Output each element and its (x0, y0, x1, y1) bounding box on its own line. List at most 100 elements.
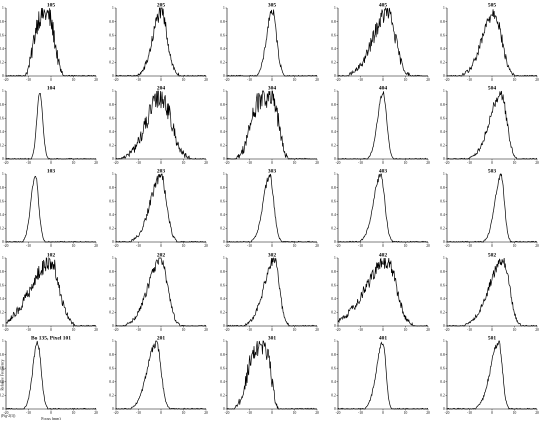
y-tick-label: 1 (443, 172, 445, 176)
histogram-curve (115, 7, 207, 77)
x-tick-label: 10 (404, 78, 408, 82)
y-tick-label: 1 (2, 172, 4, 176)
histogram-curve (226, 173, 317, 243)
y-tick-label: 0.6 (0, 33, 4, 37)
panel-title: 104 (47, 86, 56, 92)
x-tick-label: 0 (382, 161, 384, 165)
y-tick-label: 0.8 (440, 20, 445, 24)
x-tick-label: 0 (382, 244, 384, 248)
y-tick-label: 0.2 (440, 144, 445, 148)
x-tick-label: -20 (445, 328, 450, 332)
x-tick-label: -20 (4, 244, 9, 248)
panel-title: 102 (47, 253, 56, 259)
x-tick-label: 10 (404, 411, 408, 415)
x-tick-label: 0 (271, 78, 273, 82)
x-tick-label: -20 (4, 328, 9, 332)
histogram-curve (446, 90, 538, 160)
x-tick-label: -20 (114, 328, 119, 332)
panel-title: 203 (157, 169, 166, 175)
y-tick-label: 0.6 (331, 33, 336, 37)
x-tick-label: 10 (293, 161, 297, 165)
x-tick-label: 20 (204, 161, 208, 165)
x-tick-label: 20 (426, 411, 430, 415)
x-tick-label: 20 (94, 161, 98, 165)
y-tick-label: 0.6 (220, 33, 225, 37)
y-tick-label: 0.8 (440, 186, 445, 190)
x-tick-label: 10 (293, 78, 297, 82)
y-tick-label: 0.2 (0, 61, 4, 65)
x-tick-label: 20 (94, 244, 98, 248)
histogram-curve (226, 9, 318, 77)
x-tick-label: 20 (315, 411, 319, 415)
y-tick-label: 0.6 (109, 116, 114, 120)
x-tick-label: -10 (358, 244, 363, 248)
panel-title: 402 (379, 253, 388, 259)
y-tick-label: 0.8 (109, 270, 114, 274)
x-tick-label: 10 (182, 328, 186, 332)
x-tick-label: 0 (382, 328, 384, 332)
x-tick-label: -10 (467, 78, 472, 82)
y-tick-label: 1 (334, 339, 336, 343)
x-tick-label: 0 (491, 161, 493, 165)
x-tick-label: 0 (50, 328, 52, 332)
panel-title: 301 (268, 336, 277, 342)
y-tick-label: 0.4 (109, 213, 114, 217)
y-tick-label: 0.4 (0, 213, 4, 217)
y-tick-label: 1 (334, 256, 336, 260)
histogram-curve (446, 9, 538, 77)
y-tick-label: 0 (223, 240, 225, 244)
y-tick-label: 0.8 (220, 186, 225, 190)
x-tick-label: 0 (160, 78, 162, 82)
panel-title: 503 (488, 169, 497, 175)
x-tick-label: -20 (336, 244, 341, 248)
x-tick-label: -20 (336, 161, 341, 165)
y-tick-label: 0 (223, 74, 225, 78)
y-tick-label: 0.4 (331, 213, 336, 217)
x-tick-label: -10 (136, 411, 141, 415)
y-tick-label: 0.6 (331, 283, 336, 287)
y-tick-label: 0.2 (220, 227, 225, 231)
x-tick-label: 10 (293, 244, 297, 248)
histogram-curve (115, 173, 207, 243)
y-tick-label: 1 (334, 89, 336, 93)
histogram-curve (115, 90, 206, 160)
x-axis-label: Focus (mm) (41, 416, 61, 420)
y-tick-label: 1 (112, 339, 114, 343)
x-tick-label: -20 (114, 411, 119, 415)
y-tick-label: 0.8 (220, 103, 225, 107)
y-tick-label: 0 (443, 74, 445, 78)
y-tick-label: 0.8 (0, 186, 4, 190)
x-tick-label: 20 (204, 244, 208, 248)
histogram-curve (337, 6, 429, 77)
y-tick-label: 0 (112, 240, 114, 244)
x-tick-label: 20 (426, 78, 430, 82)
y-tick-label: 0.4 (440, 47, 445, 51)
y-tick-label: 0.8 (440, 103, 445, 107)
x-tick-label: 10 (404, 161, 408, 165)
y-tick-label: 0.4 (220, 297, 225, 301)
y-tick-label: 1 (112, 172, 114, 176)
y-tick-label: 0 (2, 157, 4, 161)
x-tick-label: -10 (358, 161, 363, 165)
y-tick-label: 0.8 (331, 186, 336, 190)
y-tick-label: 0.4 (220, 130, 225, 134)
y-tick-label: 1 (2, 6, 4, 10)
y-tick-label: 1 (334, 172, 336, 176)
histogram-curve (6, 340, 97, 410)
histogram-curve (226, 340, 317, 410)
y-tick-label: 0.6 (440, 366, 445, 370)
y-tick-label: 0.2 (109, 144, 114, 148)
y-tick-label: 0 (112, 407, 114, 411)
y-tick-label: 0.4 (0, 47, 4, 51)
x-tick-label: 20 (535, 78, 539, 82)
x-tick-label: -20 (445, 244, 450, 248)
y-tick-label: 0.4 (0, 130, 4, 134)
x-tick-label: -10 (358, 411, 363, 415)
y-tick-label: 0.2 (220, 311, 225, 315)
x-tick-label: -10 (247, 78, 252, 82)
y-tick-label: 1 (112, 256, 114, 260)
y-tick-label: 1 (223, 89, 225, 93)
y-tick-label: 1 (223, 256, 225, 260)
